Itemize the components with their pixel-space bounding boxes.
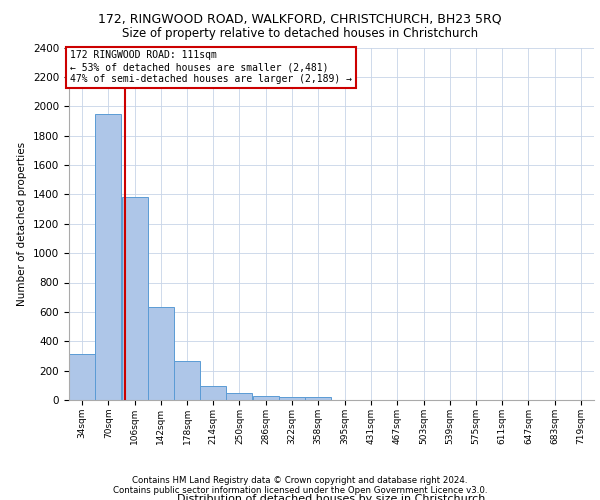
Text: 172, RINGWOOD ROAD, WALKFORD, CHRISTCHURCH, BH23 5RQ: 172, RINGWOOD ROAD, WALKFORD, CHRISTCHUR… <box>98 12 502 26</box>
X-axis label: Distribution of detached houses by size in Christchurch: Distribution of detached houses by size … <box>178 494 485 500</box>
Bar <box>95 114 121 400</box>
Text: Size of property relative to detached houses in Christchurch: Size of property relative to detached ho… <box>122 28 478 40</box>
Text: Contains HM Land Registry data © Crown copyright and database right 2024.: Contains HM Land Registry data © Crown c… <box>132 476 468 485</box>
Bar <box>148 308 174 400</box>
Bar <box>226 394 253 400</box>
Bar <box>253 396 278 400</box>
Bar <box>122 198 148 400</box>
Bar <box>305 397 331 400</box>
Text: 172 RINGWOOD ROAD: 111sqm
← 53% of detached houses are smaller (2,481)
47% of se: 172 RINGWOOD ROAD: 111sqm ← 53% of detac… <box>70 50 352 84</box>
Bar <box>279 397 305 400</box>
Bar <box>174 361 200 400</box>
Text: Contains public sector information licensed under the Open Government Licence v3: Contains public sector information licen… <box>113 486 487 495</box>
Y-axis label: Number of detached properties: Number of detached properties <box>17 142 28 306</box>
Bar <box>200 386 226 400</box>
Bar <box>69 354 95 400</box>
